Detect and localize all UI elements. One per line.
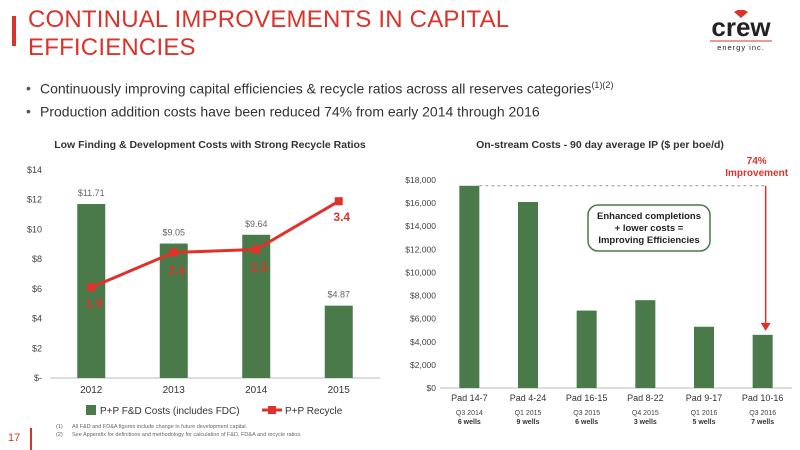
bar-fd-cost (159, 243, 188, 378)
bullet-list: Continuously improving capital efficienc… (26, 80, 726, 125)
bar-onstream-cost (752, 334, 773, 388)
x-tick-label: 2012 (80, 385, 103, 396)
x-tick-label: Pad 8-22 (627, 393, 664, 403)
bar-onstream-cost (518, 201, 538, 388)
bar-onstream-cost (576, 310, 597, 388)
y-tick-label: $0 (427, 383, 437, 393)
arrow-head-icon (760, 322, 771, 331)
logo-mark-icon (734, 10, 748, 18)
wells-label: 9 wells (517, 419, 540, 426)
left-chart-title: Low Finding & Development Costs with Str… (54, 139, 366, 151)
quarter-label: Q1 2015 (515, 410, 542, 417)
footnote: (2) See Appendix for definitions and meth… (56, 432, 302, 438)
recycle-marker (334, 197, 343, 206)
y-tick-label: $12 (27, 195, 42, 205)
legend-swatch-bar (86, 405, 96, 415)
legend-label: P+P F&D Costs (includes FDC) (100, 406, 240, 417)
x-tick-label: 2015 (328, 385, 351, 396)
y-tick-label: $6 (32, 284, 42, 294)
x-tick-label: Pad 14-7 (451, 393, 488, 403)
bullet-item: Continuously improving capital efficienc… (26, 80, 726, 97)
bar-fd-cost (242, 234, 271, 378)
x-tick-label: Pad 16-15 (566, 393, 608, 403)
quarter-label: Q3 2016 (749, 410, 776, 417)
footnote: (1) All F&D and FD&A figures include chan… (56, 424, 248, 430)
y-tick-label: $4,000 (410, 337, 436, 347)
improvement-label: Improvement (725, 168, 788, 179)
y-tick-label: $10 (27, 224, 42, 234)
bar-fd-cost (77, 204, 106, 378)
wells-label: 5 wells (693, 419, 716, 426)
bar-onstream-cost (459, 185, 480, 388)
bar-value-label: $11.71 (78, 188, 105, 198)
recycle-value-label: 3.4 (333, 210, 350, 224)
y-tick-label: $- (34, 373, 42, 383)
annotation-box (587, 204, 711, 252)
bullet-item: Production addition costs have been redu… (26, 103, 726, 120)
annotation-text: + lower costs = (615, 223, 684, 234)
recycle-line (90, 199, 340, 289)
x-tick-label: Pad 4-24 (510, 393, 547, 403)
y-tick-label: $2 (32, 343, 42, 353)
improvement-percent: 74% (747, 156, 767, 167)
recycle-value-label: 2.5 (251, 260, 268, 274)
x-tick-label: Pad 9-17 (686, 393, 723, 403)
quarter-label: Q3 2015 (573, 410, 600, 417)
bar-onstream-cost (694, 326, 714, 388)
legend-swatch-marker (268, 406, 276, 414)
wells-label: 7 wells (751, 419, 774, 426)
recycle-marker (169, 248, 178, 257)
annotation-text: Enhanced completions (597, 211, 701, 222)
recycle-value-label: 2.4 (168, 263, 185, 277)
wells-label: 3 wells (634, 419, 657, 426)
x-tick-label: 2014 (245, 385, 268, 396)
annotation-text: Improving Efficiencies (598, 235, 699, 246)
logo-subtext: energy inc. (717, 43, 765, 52)
quarter-label: Q1 2016 (691, 410, 718, 417)
quarter-label: Q4 2015 (632, 410, 659, 417)
wells-label: 6 wells (575, 419, 598, 426)
quarter-label: Q3 2014 (456, 410, 483, 417)
y-tick-label: $4 (32, 314, 42, 324)
bar-value-label: $9.05 (162, 228, 185, 238)
right-chart-title: On-stream Costs - 90 day average IP ($ p… (476, 139, 724, 151)
page-number: 17 (8, 432, 21, 444)
y-tick-label: $14,000 (405, 221, 436, 231)
y-tick-label: $14 (27, 165, 42, 175)
recycle-marker (87, 283, 96, 292)
y-tick-label: $18,000 (405, 175, 436, 185)
y-tick-label: $12,000 (405, 244, 436, 254)
title-accent-bar (12, 16, 16, 46)
recycle-value-label: 1.9 (86, 296, 103, 310)
y-tick-label: $10,000 (405, 267, 436, 277)
footnotes: (1) All F&D and FD&A figures include chan… (56, 423, 302, 439)
x-tick-label: 2013 (163, 385, 186, 396)
x-tick-label: Pad 10-16 (742, 393, 784, 403)
bar-value-label: $4.87 (327, 290, 350, 300)
bar-value-label: $9.64 (245, 219, 268, 229)
y-tick-label: $8,000 (410, 291, 436, 301)
y-tick-label: $8 (32, 254, 42, 264)
y-tick-label: $6,000 (410, 314, 436, 324)
y-tick-label: $16,000 (405, 198, 436, 208)
wells-label: 6 wells (458, 419, 481, 426)
bar-fd-cost (324, 305, 353, 378)
y-tick-label: $2,000 (410, 360, 436, 370)
bar-onstream-cost (635, 300, 656, 388)
page-title: CONTINUAL IMPROVEMENTS IN CAPITAL EFFICI… (28, 6, 509, 61)
crew-logo: crew energy inc. (710, 10, 772, 52)
legend-label: P+P Recycle (285, 406, 343, 417)
recycle-marker (252, 245, 261, 254)
page-number-rule (30, 428, 32, 450)
